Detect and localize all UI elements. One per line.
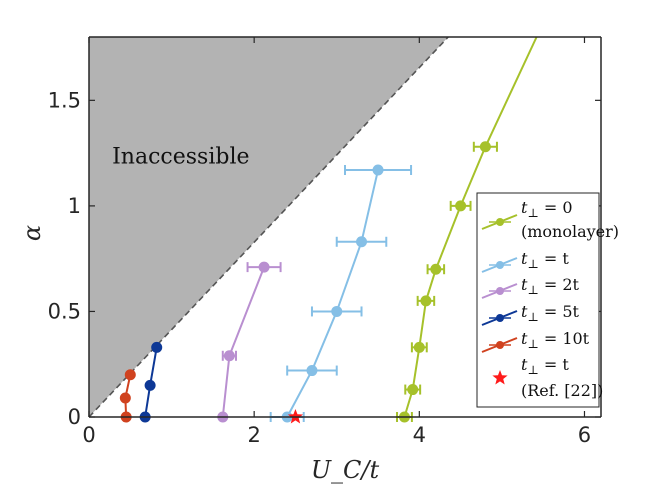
series-4 <box>119 369 136 423</box>
legend-entry-reference: t⊥ = t (Ref. [22]) <box>492 355 603 400</box>
data-point <box>430 263 442 275</box>
x-tick-label: 6 <box>578 423 591 447</box>
y-tick-label: 1 <box>68 194 81 218</box>
data-point <box>119 392 131 404</box>
legend-star <box>492 370 508 385</box>
data-point <box>223 350 235 362</box>
legend-label: t⊥ = 5t <box>521 302 579 324</box>
series-line-extension <box>484 36 538 148</box>
region-boundary-line <box>88 36 449 418</box>
series-2 <box>217 261 282 423</box>
legend-label: t⊥ = t <box>521 249 569 271</box>
legend-entry-1: t⊥ = t <box>481 249 569 273</box>
data-point <box>455 200 467 212</box>
legend-entry-2: t⊥ = 2t <box>481 275 579 299</box>
inaccessible-label: Inaccessible <box>112 145 249 170</box>
data-point <box>151 341 163 353</box>
legend-marker <box>496 287 504 295</box>
series-line <box>403 146 487 418</box>
data-point <box>413 341 425 353</box>
series-3 <box>139 341 163 423</box>
legend-entry-0: t⊥ = 0 (monolayer) <box>481 198 619 241</box>
legend-box <box>476 192 600 408</box>
data-point <box>420 295 432 307</box>
legend-label: t⊥ = t <box>521 355 569 377</box>
x-axis-label: U_C/t <box>311 456 380 484</box>
y-tick-label: 1.5 <box>48 88 81 112</box>
y-axis-label: α <box>18 225 46 241</box>
legend-label: t⊥ = 2t <box>521 275 579 297</box>
y-tick-label: 0 <box>68 405 81 429</box>
data-point <box>306 365 318 377</box>
legend-marker <box>496 314 504 322</box>
data-point <box>144 379 156 391</box>
x-tick-label: 0 <box>82 423 95 447</box>
legend-marker <box>496 341 504 349</box>
plot-area: Inaccessible <box>88 36 538 424</box>
legend-label: t⊥ = 0 <box>521 198 573 220</box>
legend-label-line2: (Ref. [22]) <box>521 381 603 400</box>
axes: 0 2 4 6 0 0.5 1 1.5 U_C/t α <box>18 36 602 484</box>
legend-label-line2: (monolayer) <box>521 222 619 241</box>
data-point <box>407 384 419 396</box>
legend-entry-3: t⊥ = 5t <box>481 302 579 326</box>
legend-marker <box>496 218 504 226</box>
y-tick-label: 0.5 <box>48 299 81 323</box>
legend-marker <box>496 261 504 269</box>
data-point <box>372 164 384 176</box>
reference-star <box>287 409 304 424</box>
data-point <box>356 236 368 248</box>
series-line <box>286 169 380 418</box>
legend-entry-4: t⊥ = 10t <box>481 329 590 353</box>
series-0 <box>396 36 538 423</box>
data-point <box>258 261 270 273</box>
x-tick-label: 2 <box>247 423 260 447</box>
x-tick-label: 4 <box>413 423 426 447</box>
legend-label: t⊥ = 10t <box>521 329 590 351</box>
data-point <box>124 369 136 381</box>
legend: t⊥ = 0 (monolayer) t⊥ = t t⊥ = 2t t⊥ = 5t t⊥ … <box>476 192 619 408</box>
series-line <box>221 266 266 418</box>
data-point <box>479 141 491 153</box>
data-point <box>331 305 343 317</box>
